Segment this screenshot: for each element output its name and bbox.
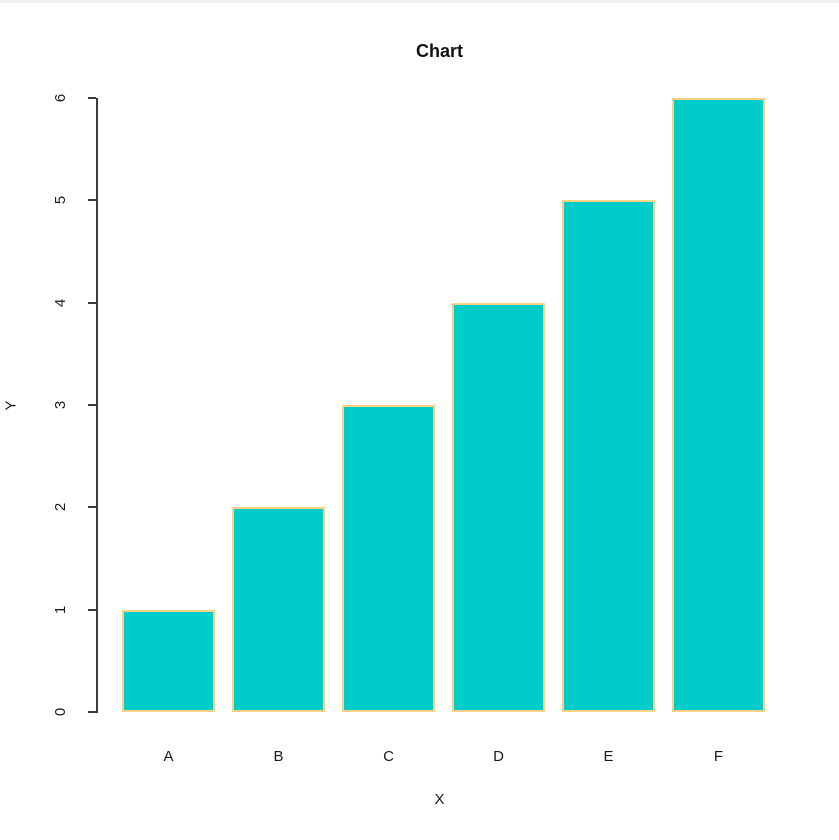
bar-A <box>122 610 215 712</box>
bar-D <box>452 303 545 712</box>
bar-F <box>672 98 765 712</box>
y-tick-1 <box>88 608 96 611</box>
y-tick-2 <box>88 506 96 509</box>
bar-B <box>232 507 325 712</box>
x-category-label-E: E <box>603 748 614 765</box>
y-tick-label-0: 0 <box>52 707 69 717</box>
y-tick-6 <box>88 97 96 99</box>
y-tick-label-2: 2 <box>52 503 69 512</box>
window-top-border <box>0 0 839 3</box>
y-tick-label-6: 6 <box>52 93 69 103</box>
plot-area <box>97 98 782 712</box>
bar-E <box>562 200 655 712</box>
y-axis-title: Y <box>2 400 20 411</box>
y-tick-label-1: 1 <box>52 605 69 614</box>
chart-title: Chart <box>415 41 463 61</box>
x-category-label-D: D <box>493 748 504 765</box>
y-tick-5 <box>88 199 96 202</box>
x-category-label-F: F <box>713 748 724 765</box>
x-category-label-B: B <box>273 748 284 765</box>
bar-C <box>342 405 435 712</box>
x-axis-title: X <box>434 791 445 808</box>
y-axis-line <box>96 98 98 713</box>
x-category-label-A: A <box>163 748 174 765</box>
x-category-label-C: C <box>383 748 394 765</box>
y-tick-label-3: 3 <box>52 400 69 410</box>
y-tick-label-4: 4 <box>52 298 69 307</box>
y-tick-4 <box>88 301 96 304</box>
y-tick-label-5: 5 <box>52 196 69 205</box>
y-tick-0 <box>88 711 96 713</box>
y-tick-3 <box>88 404 96 406</box>
